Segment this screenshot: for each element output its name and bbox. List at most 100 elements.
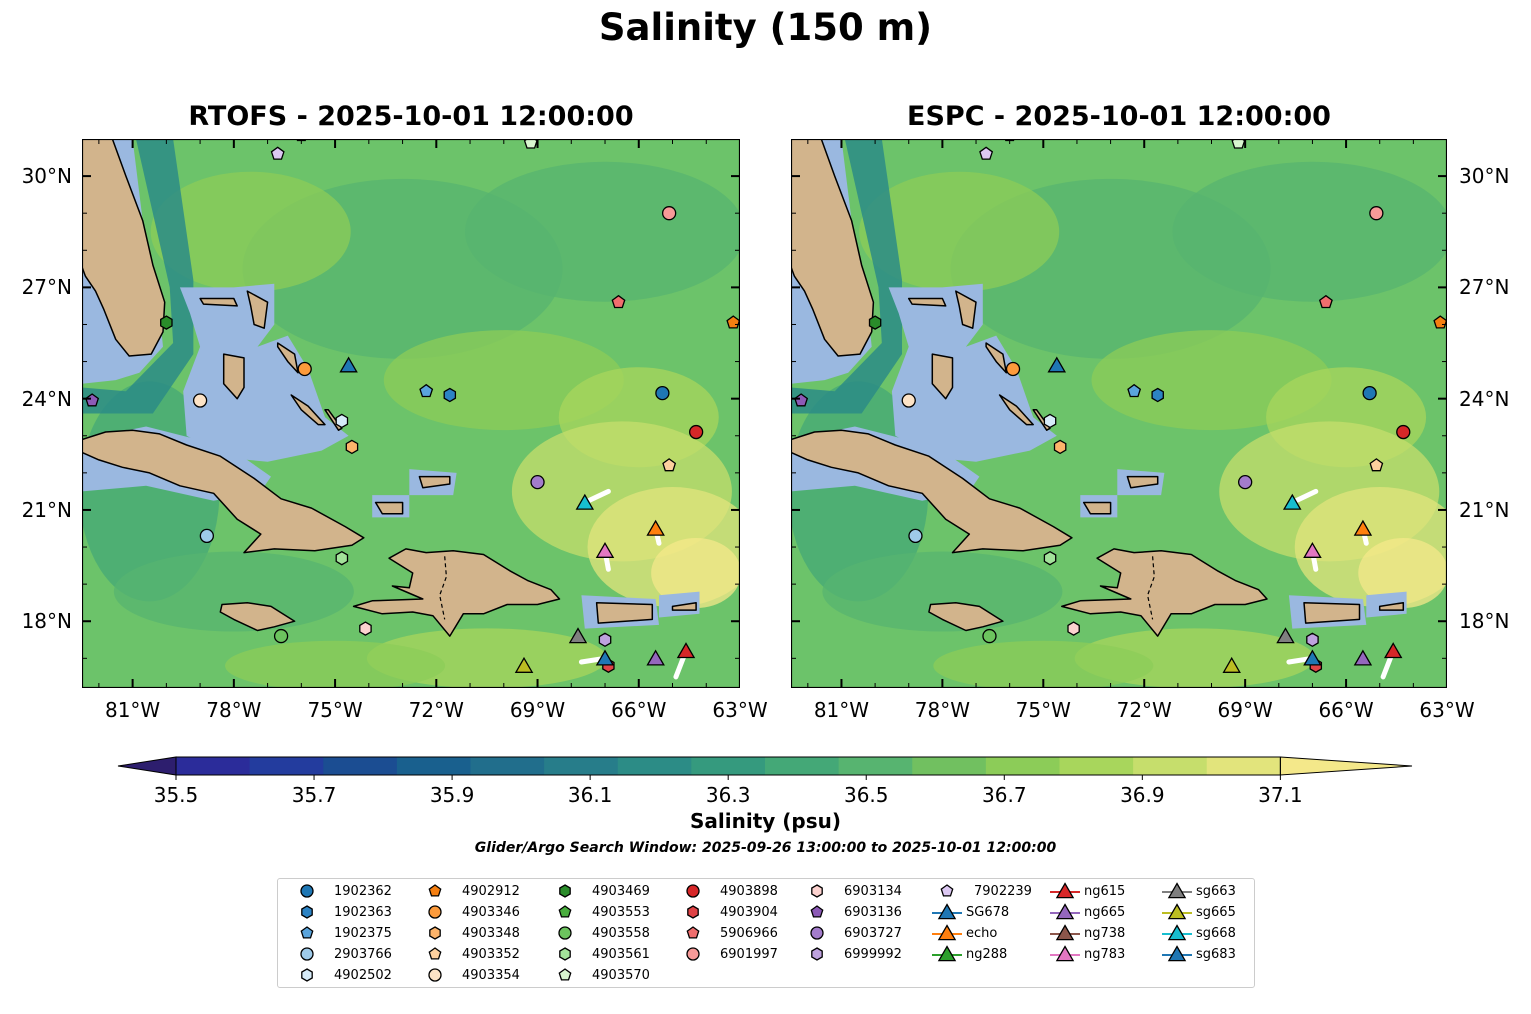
legend-marker	[301, 905, 313, 919]
rtofs-panel-title: RTOFS - 2025-10-01 12:00:00	[188, 101, 634, 132]
land-inagua	[1082, 501, 1112, 515]
hexagon-marker-icon	[811, 884, 823, 898]
marker-6999992	[1306, 632, 1319, 648]
land-jamaica	[219, 601, 296, 632]
colorbar-tick: 36.3	[705, 783, 751, 807]
circle-marker-icon	[428, 968, 442, 982]
legend-entry-6903727: 6903727	[800, 923, 902, 943]
marker-6903134	[1067, 621, 1080, 636]
pentagon-marker-icon	[810, 905, 824, 918]
marker-4903352	[1369, 458, 1384, 472]
legend-entry-1902362: 1902362	[290, 881, 392, 901]
legend-entry-4903898: 4903898	[676, 881, 778, 901]
legend-marker	[1167, 882, 1187, 899]
shallow-shelf	[659, 591, 700, 618]
legend-label: 6999992	[844, 946, 902, 962]
marker-6903727	[1238, 474, 1253, 490]
legend-entry-1902363: 1902363	[290, 902, 392, 922]
pentagon-marker-icon	[558, 905, 572, 918]
land-exuma	[998, 394, 1034, 426]
florida-current	[791, 139, 903, 414]
marker-sg663	[1276, 627, 1295, 644]
triangle-marker-icon	[1162, 882, 1192, 899]
legend-entry-4903561: 4903561	[548, 944, 650, 964]
land-puerto-rico	[595, 601, 654, 624]
legend-entry-6999992: 6999992	[800, 944, 902, 964]
colorbar-tick: 37.1	[1258, 783, 1303, 807]
legend-entry-7902239: 7902239	[930, 881, 1032, 901]
legend-marker	[1167, 945, 1187, 962]
marker-sg683	[1303, 649, 1322, 666]
legend-label: 6901997	[720, 946, 778, 962]
triangle-marker-icon	[1162, 903, 1192, 920]
haiti-dr-border	[1146, 556, 1155, 620]
circle-marker-icon	[810, 926, 824, 940]
pentagon-marker-icon	[558, 968, 572, 981]
legend-label: SG678	[966, 904, 1010, 920]
legend-marker	[1167, 903, 1187, 920]
legend-marker	[428, 947, 442, 960]
salinity-contour	[933, 640, 1154, 688]
legend-label: ng665	[1084, 904, 1126, 920]
land-jamaica	[928, 601, 1004, 632]
legend-label: 1902362	[334, 883, 392, 899]
marker-sg678	[1047, 356, 1067, 373]
triangle-marker-icon	[1050, 945, 1080, 962]
land-andros	[222, 353, 245, 400]
colorbar-segment	[838, 757, 913, 775]
lat-tick-label: 27°N	[1459, 275, 1510, 300]
lat-tick-label: 18°N	[1459, 609, 1510, 634]
legend-entry-4903553: 4903553	[548, 902, 650, 922]
colorbar-segment	[249, 757, 324, 775]
marker-sg678	[339, 356, 358, 373]
legend-marker	[428, 905, 442, 919]
legend-marker	[811, 947, 823, 961]
land-hispaniola	[352, 548, 561, 637]
legend-entry-4903352: 4903352	[418, 944, 520, 964]
land-abaco	[246, 290, 269, 329]
legend-marker	[301, 968, 313, 982]
legend-label: 5906966	[720, 925, 778, 941]
lon-tick-label: 66°W	[611, 698, 667, 722]
legend-label: 4903469	[592, 883, 650, 899]
legend-marker	[937, 945, 957, 962]
triangle-marker-icon	[932, 903, 962, 920]
triangle-marker-icon	[1050, 924, 1080, 941]
legend-marker	[937, 903, 957, 920]
marker-4903354	[901, 393, 916, 408]
lat-tick-label: 27°N	[21, 275, 72, 300]
colorbar-segment	[1059, 757, 1134, 775]
legend-label: 7902239	[974, 883, 1032, 899]
marker-4903898	[688, 424, 704, 440]
legend-marker	[810, 926, 824, 940]
salinity-contour	[113, 551, 354, 632]
triangle-marker-icon	[1050, 903, 1080, 920]
triangle-marker-icon	[1162, 924, 1192, 941]
haiti-dr-border	[439, 556, 448, 620]
colorbar-segment	[765, 757, 840, 775]
triangle-marker-icon	[1050, 882, 1080, 899]
land-puerto-rico	[1303, 601, 1361, 624]
marker-7902239	[979, 146, 994, 160]
lon-tick-label: 69°W	[509, 698, 566, 722]
salinity-colorbar	[117, 756, 1413, 780]
colorbar-tick: 35.9	[429, 783, 475, 807]
legend-label: 4903348	[462, 925, 520, 941]
legend-label: sg665	[1196, 904, 1236, 920]
marker-4902502	[335, 413, 349, 429]
legend-label: 4903898	[720, 883, 778, 899]
lon-tick-label: 75°W	[307, 698, 363, 722]
lon-tick-label: 81°W	[104, 698, 161, 722]
legend-label: 4903346	[462, 904, 520, 920]
legend-entry-ng738: ng738	[1048, 923, 1125, 943]
legend-marker	[810, 905, 824, 918]
marker-sg683	[595, 649, 615, 666]
lon-tick-label: 63°W	[1419, 698, 1475, 722]
marker-4903469	[868, 315, 882, 330]
lon-tick-label: 81°W	[813, 698, 870, 722]
lat-tick-label: 21°N	[1459, 497, 1510, 522]
lon-tick-label: 72°W	[408, 698, 464, 722]
salinity-contour	[465, 161, 740, 302]
land-grand-bahama	[907, 297, 947, 307]
legend-entry-4902912: 4902912	[418, 881, 520, 901]
